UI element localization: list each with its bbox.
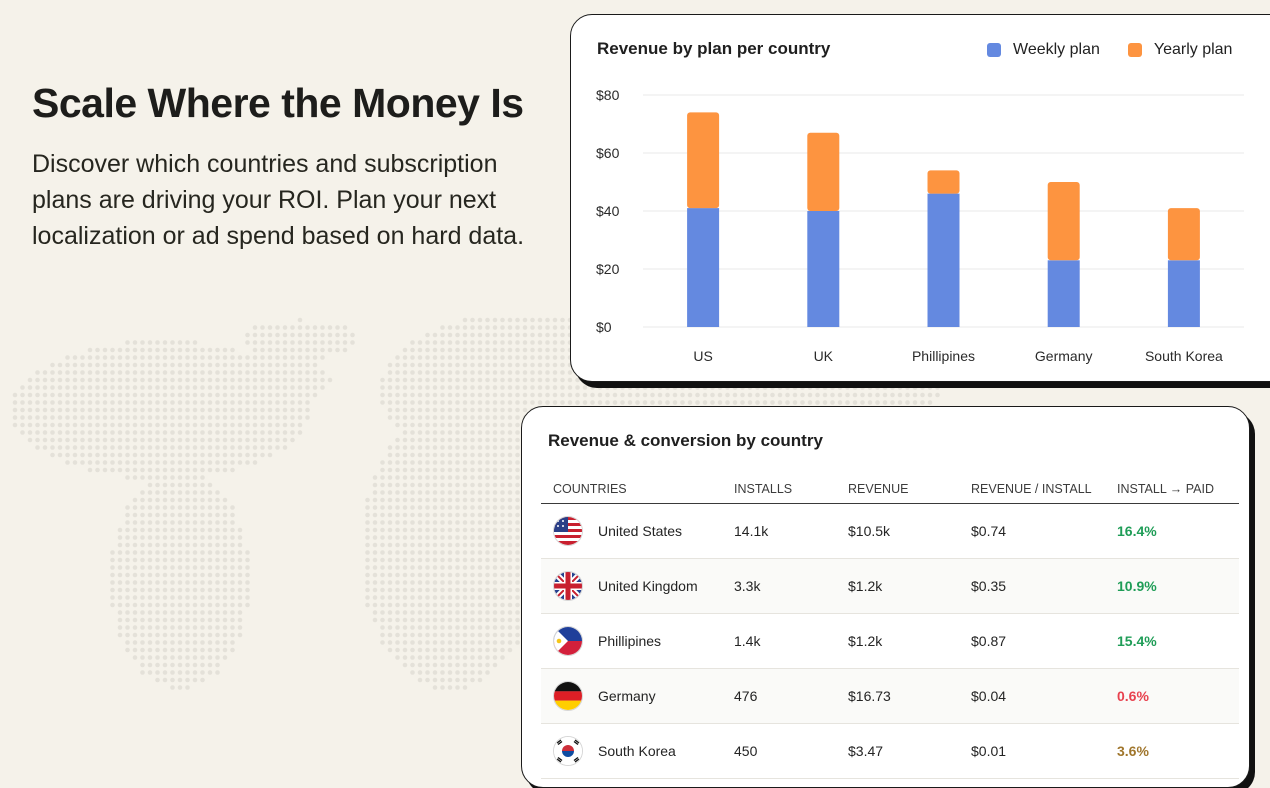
- yearly-swatch: [1127, 43, 1142, 57]
- revenue-per-install-cell: $0.35: [959, 558, 1105, 614]
- table-header-row: COUNTRIES INSTALLS REVENUE REVENUE / INS…: [541, 475, 1239, 504]
- revenue-per-install-cell: $0.87: [959, 613, 1105, 669]
- y-tick-label: $40: [596, 203, 620, 219]
- bar-yearly: [927, 170, 960, 194]
- revenue-cell: $10.5k: [836, 503, 959, 559]
- stacked-bar-chart: $0 $20 $40 $60 $80 US UK Phillipines Germany Sout…: [596, 87, 1244, 364]
- revenue-per-install-cell: $0.04: [959, 668, 1105, 724]
- revenue-cell: $3.47: [836, 723, 959, 779]
- hero-description: Discover which countries and subscriptio…: [32, 150, 525, 250]
- y-tick-label: $60: [596, 145, 620, 161]
- revenue-per-install-cell: $0.74: [959, 503, 1105, 559]
- installs-cell: 450: [722, 723, 836, 779]
- revenue-cell: $1.2k: [836, 613, 959, 669]
- conversion-cell: 3.6%: [1105, 723, 1239, 779]
- bar-weekly: [1167, 260, 1200, 327]
- hero-title: Scale Where the Money Is: [32, 80, 524, 126]
- table-row[interactable]: United States 14.1k $10.5k $0.74 16.4%: [541, 503, 1239, 559]
- kr-flag-icon: [553, 736, 583, 766]
- revenue-cell: $16.73: [836, 668, 959, 724]
- chart-legend: Weekly plan Yearly plan: [987, 41, 1232, 59]
- column-header-revenue[interactable]: REVENUE: [836, 475, 959, 504]
- conversion-cell: 0.6%: [1105, 668, 1239, 724]
- bar-yearly: [807, 132, 840, 211]
- y-tick-label: $80: [596, 87, 620, 103]
- y-tick-label: $20: [596, 261, 620, 277]
- bar-weekly: [687, 208, 720, 327]
- x-tick-label: US: [693, 348, 712, 364]
- bar-weekly: [1047, 260, 1080, 327]
- table-row[interactable]: South Korea 450 $3.47 $0.01 3.6%: [541, 723, 1239, 779]
- installs-cell: 476: [722, 668, 836, 724]
- column-header-install-to-paid[interactable]: INSTALL → PAID: [1105, 475, 1239, 504]
- x-tick-label: UK: [814, 348, 834, 364]
- revenue-conversion-card: Revenue & conversion by country COUNTRIE…: [521, 406, 1250, 788]
- country-name: Germany: [598, 688, 656, 704]
- bar-weekly: [927, 193, 960, 327]
- bar-yearly: [1167, 208, 1200, 261]
- table-title: Revenue & conversion by country: [548, 431, 823, 450]
- legend-label-yearly: Yearly plan: [1153, 41, 1233, 58]
- x-tick-label: South Korea: [1145, 348, 1223, 364]
- de-flag-icon: [553, 681, 583, 711]
- conversion-cell: 10.9%: [1105, 558, 1239, 614]
- conversion-cell: 15.4%: [1105, 613, 1239, 669]
- x-tick-label: Phillipines: [912, 348, 975, 364]
- installs-cell: 1.4k: [722, 613, 836, 669]
- column-header-revenue-per-install[interactable]: REVENUE / INSTALL: [959, 475, 1105, 504]
- legend-item-yearly[interactable]: Yearly plan: [1127, 41, 1233, 59]
- installs-cell: 14.1k: [722, 503, 836, 559]
- uk-flag-icon: [553, 571, 583, 601]
- country-name: Phillipines: [598, 633, 662, 649]
- revenue-per-install-cell: $0.01: [959, 723, 1105, 779]
- table-row[interactable]: United Kingdom 3.3k $1.2k $0.35 10.9%: [541, 558, 1239, 614]
- y-tick-label: $0: [596, 319, 612, 335]
- hero-section: Scale Where the Money Is Discover which …: [32, 78, 542, 254]
- column-header-installs[interactable]: INSTALLS: [722, 475, 836, 504]
- conversion-cell: 16.4%: [1105, 503, 1239, 559]
- country-name: South Korea: [598, 743, 676, 759]
- chart-title: Revenue by plan per country: [597, 39, 831, 58]
- column-header-countries[interactable]: COUNTRIES: [541, 475, 722, 504]
- country-name: United States: [598, 523, 683, 539]
- bar-yearly: [687, 112, 720, 209]
- legend-label-weekly: Weekly plan: [1013, 41, 1100, 58]
- country-name: United Kingdom: [598, 578, 698, 594]
- us-flag-icon: [553, 516, 583, 546]
- revenue-cell: $1.2k: [836, 558, 959, 614]
- weekly-swatch: [987, 43, 1001, 57]
- installs-cell: 3.3k: [722, 558, 836, 614]
- ph-flag-icon: [553, 626, 583, 656]
- table-row[interactable]: Germany 476 $16.73 $0.04 0.6%: [541, 668, 1239, 724]
- bar-yearly: [1047, 182, 1080, 261]
- bar-weekly: [807, 211, 840, 327]
- country-table: COUNTRIES INSTALLS REVENUE REVENUE / INS…: [541, 475, 1239, 779]
- table-row[interactable]: Phillipines 1.4k $1.2k $0.87 15.4%: [541, 613, 1239, 669]
- legend-item-weekly[interactable]: Weekly plan: [987, 41, 1100, 59]
- x-tick-label: Germany: [1035, 348, 1093, 364]
- revenue-by-plan-card: Revenue by plan per country Weekly plan …: [570, 14, 1270, 382]
